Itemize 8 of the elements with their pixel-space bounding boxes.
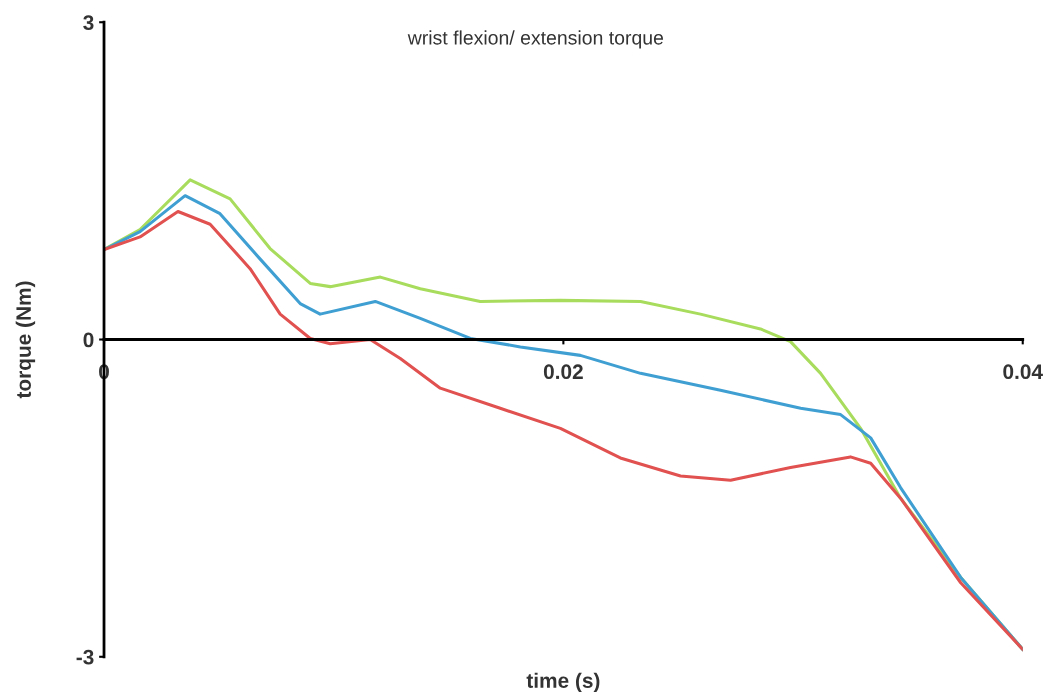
y-tick-label: 3 bbox=[83, 15, 94, 31]
y-axis-title: torque (Nm) bbox=[15, 281, 36, 399]
y-tick-label: -3 bbox=[76, 649, 94, 665]
x-tick-label: 0.02 bbox=[543, 364, 583, 380]
x-tick-label: 0.04 bbox=[1003, 364, 1043, 380]
y-tick-label: 0 bbox=[83, 332, 94, 348]
x-axis-title: time (s) bbox=[526, 672, 600, 693]
chart-title: wrist flexion/ extension torque bbox=[407, 30, 664, 49]
